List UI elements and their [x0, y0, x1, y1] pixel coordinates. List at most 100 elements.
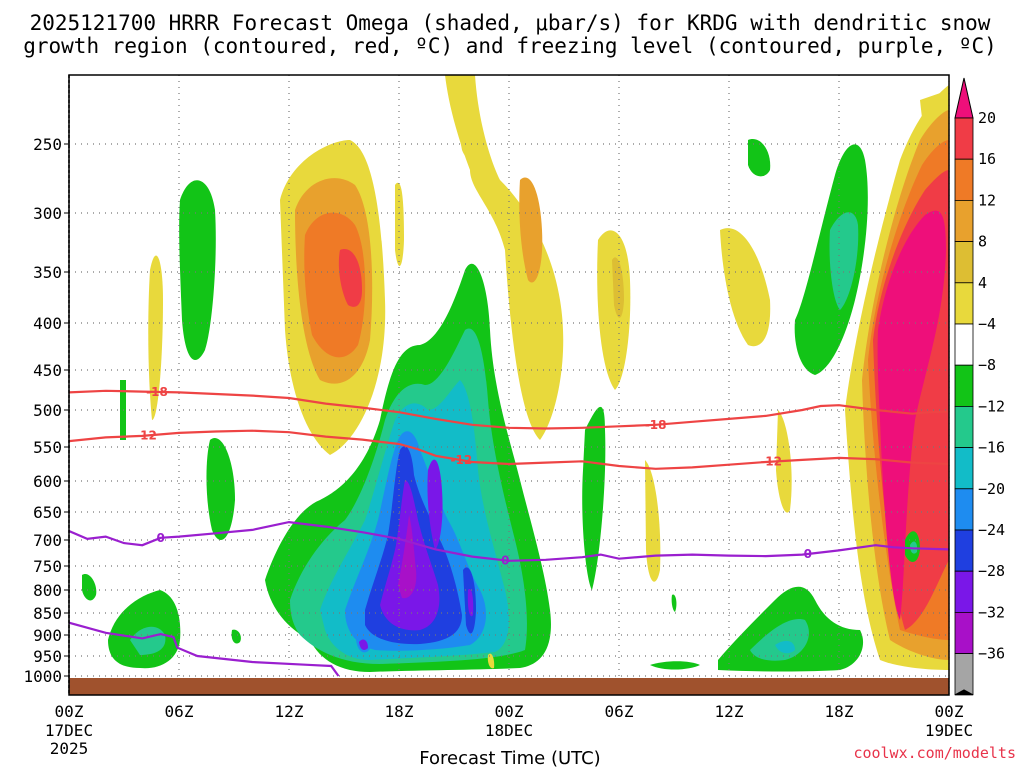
- omega-shading: [82, 75, 949, 672]
- colorbar-bin: [954, 323, 974, 366]
- colorbar-label: −4: [978, 315, 996, 333]
- x-tick-year: 2025: [50, 739, 89, 758]
- x-tick-label: 12Z: [275, 702, 304, 721]
- chart-title-line1: 2025121700 HRRR Forecast Omega (shaded, …: [30, 11, 991, 35]
- omega-yellow-band: [456, 75, 476, 159]
- colorbar-bin: [954, 653, 974, 696]
- colorbar-label: 8: [978, 233, 987, 251]
- chart-title-line2: growth region (contoured, red, ºC) and f…: [23, 34, 997, 58]
- omega-green-sink: [231, 629, 241, 644]
- x-tick-date: 17DEC: [45, 721, 93, 740]
- omega-yellow-band: [645, 460, 661, 582]
- omega-yellow-band: [597, 230, 631, 390]
- x-tick-label: 06Z: [605, 702, 634, 721]
- colorbar-label: 4: [978, 274, 987, 292]
- omega-green-sink: [130, 626, 166, 655]
- y-tick-label: 450: [33, 361, 62, 380]
- colorbar-bin: [954, 199, 974, 242]
- y-tick-label: 400: [33, 314, 62, 333]
- colorbar-bin: [954, 282, 974, 325]
- colorbar-bin: [954, 117, 974, 160]
- x-tick-label: 18Z: [825, 702, 854, 721]
- freezing-level-contour: [69, 520, 949, 562]
- colorbar-bin: [954, 570, 974, 613]
- omega-orange-core: [304, 212, 366, 358]
- omega-green-sink: [650, 661, 700, 670]
- omega-main-sink: [359, 639, 368, 650]
- dgz-minus12-contour: [69, 429, 949, 470]
- colorbar-bin: [954, 612, 974, 655]
- colorbar-label: 16: [978, 150, 996, 168]
- dgz-minus18-contour: [69, 389, 949, 430]
- colorbar: 20 16 12 8 4 −4 −8 −12 −16 −20 −24 −28 −32 −36: [954, 77, 1005, 696]
- colorbar-bin: [954, 405, 974, 448]
- y-tick-label: 700: [33, 531, 62, 550]
- y-tick-label: 750: [33, 557, 62, 576]
- omega-main-sink: [427, 459, 443, 550]
- x-tick-label: 12Z: [715, 702, 744, 721]
- y-tick-label: 300: [33, 204, 62, 223]
- colorbar-top-arrow: [954, 77, 974, 119]
- y-tick-label: 350: [33, 263, 62, 282]
- freezing-level-contour-label: 0: [501, 553, 509, 567]
- omega-orange-core: [519, 177, 543, 283]
- x-axis-label: Forecast Time (UTC): [419, 748, 600, 768]
- omega-green-sink: [748, 139, 771, 177]
- freezing-level-low-contour: [69, 621, 340, 677]
- omega-yellow-band: [445, 75, 564, 440]
- omega-green-sink: [82, 574, 97, 601]
- dgz-minus12-contour-label: -12: [450, 453, 472, 467]
- dgz-minus12-contour-label: -12: [135, 429, 157, 443]
- colorbar-label: −12: [978, 397, 1005, 415]
- omega-yellow-band: [487, 653, 495, 669]
- contour-lines: -18 -18 -12 -12 -12 0 0 0: [69, 385, 949, 677]
- x-tick-label: 00Z: [55, 702, 84, 721]
- colorbar-label: −36: [978, 645, 1005, 663]
- colorbar-bin: [954, 158, 974, 201]
- omega-green-sink: [829, 212, 859, 310]
- y-tick-label: 550: [33, 438, 62, 457]
- colorbar-label: 20: [978, 109, 996, 127]
- colorbar-bin: [954, 364, 974, 407]
- x-tick-label: 00Z: [935, 702, 964, 721]
- x-tick-label: 18Z: [385, 702, 414, 721]
- credit-text: coolwx.com/modelts: [853, 744, 1016, 762]
- colorbar-bin: [954, 447, 974, 490]
- dgz-minus18-contour-label: -18: [146, 385, 168, 399]
- omega-strong-lift-band: [877, 210, 946, 620]
- dgz-minus18-contour-label: -18: [645, 418, 667, 432]
- freezing-level-contour-label: 0: [156, 531, 164, 545]
- omega-yellow-band: [395, 182, 404, 267]
- colorbar-label: −28: [978, 562, 1005, 580]
- colorbar-label: 12: [978, 191, 996, 209]
- y-tick-label: 500: [33, 401, 62, 420]
- omega-green-sink: [775, 640, 795, 654]
- omega-yellow-band: [148, 255, 163, 420]
- omega-main-sink: [398, 515, 417, 599]
- y-tick-label: 900: [33, 626, 62, 645]
- colorbar-bottom-arrow: [954, 689, 974, 696]
- y-tick-label: 650: [33, 503, 62, 522]
- x-tick-label: 06Z: [165, 702, 194, 721]
- y-axis-ticks: 250 300 350 400 450 500 550 600 650 700 750 800 850 9…: [23, 135, 69, 686]
- x-tick-date: 19DEC: [925, 721, 973, 740]
- colorbar-bin: [954, 488, 974, 531]
- x-tick-label: 00Z: [495, 702, 524, 721]
- y-tick-label: 1000: [23, 667, 62, 686]
- dgz-minus12-contour-label: -12: [760, 455, 782, 469]
- y-tick-label: 950: [33, 647, 62, 666]
- omega-green-sink: [582, 406, 606, 590]
- colorbar-bin: [954, 241, 974, 284]
- y-tick-label: 600: [33, 472, 62, 491]
- y-tick-label: 850: [33, 604, 62, 623]
- y-tick-label: 800: [33, 581, 62, 600]
- colorbar-label: −8: [978, 356, 996, 374]
- omega-main-sink: [467, 589, 474, 617]
- colorbar-label: −24: [978, 521, 1005, 539]
- ground-surface: [69, 678, 949, 695]
- omega-green-sink: [671, 594, 677, 612]
- colorbar-label: −32: [978, 603, 1005, 621]
- y-tick-label: 250: [33, 135, 62, 154]
